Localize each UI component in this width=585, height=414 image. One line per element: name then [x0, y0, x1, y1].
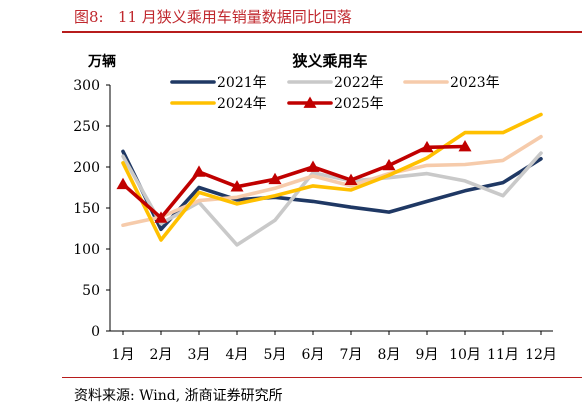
legend-label: 2023年 — [450, 75, 500, 91]
x-tick-label: 1月 — [112, 347, 135, 363]
series-line-2024 — [121, 112, 543, 242]
y-axis-unit-label: 万辆 — [87, 53, 116, 70]
data-point-marker — [344, 173, 358, 185]
chart-title: 狭义乘用车 — [291, 52, 367, 70]
series-lines — [121, 112, 543, 247]
y-tick-label: 300 — [73, 78, 100, 94]
legend-label: 2025年 — [334, 96, 384, 112]
x-tick-label: 5月 — [264, 347, 287, 363]
data-point-marker — [268, 172, 282, 185]
x-tick-label: 12月 — [525, 347, 557, 363]
series-line-2025 — [121, 144, 467, 220]
title-rule — [62, 31, 582, 33]
data-point-marker — [382, 158, 396, 171]
y-tick-label: 150 — [73, 201, 100, 217]
data-point-marker — [116, 177, 130, 190]
axes: 0 50 100 150 200 250 300 1月 2月 3月 4月 5月 6月 7月 8月 9月 10月 1… — [73, 78, 557, 363]
legend-label: 2024年 — [217, 96, 267, 112]
legend-label: 2021年 — [217, 75, 267, 91]
y-tick-label: 200 — [73, 160, 100, 176]
x-tick-label: 9月 — [416, 347, 439, 363]
x-tick-label: 4月 — [226, 347, 249, 363]
series-line-2021 — [121, 149, 543, 232]
series-markers — [116, 140, 472, 223]
source-rule — [62, 377, 582, 378]
y-tick-label: 100 — [73, 242, 100, 258]
data-point-marker — [420, 140, 434, 153]
source-note: 资料来源: Wind, 浙商证券研究所 — [74, 388, 283, 404]
x-tick-label: 3月 — [188, 347, 211, 363]
y-tick-label: 250 — [73, 119, 100, 135]
x-tick-label: 6月 — [302, 347, 325, 363]
x-tick-label: 8月 — [378, 347, 401, 363]
x-tick-label: 2月 — [150, 347, 173, 363]
figure-title: 图8: 11 月狭义乘用车销量数据同比回落 — [74, 8, 352, 26]
legend-marker — [303, 96, 317, 108]
data-point-marker — [230, 180, 244, 192]
y-tick-label: 0 — [91, 324, 100, 340]
data-point-marker — [306, 160, 320, 172]
data-point-marker — [458, 140, 472, 152]
data-point-marker — [154, 211, 168, 223]
x-tick-label: 11月 — [487, 347, 519, 363]
legend-label: 2022年 — [334, 75, 384, 91]
data-point-marker — [192, 165, 206, 177]
series-line-2022 — [121, 151, 543, 247]
x-tick-label: 7月 — [340, 347, 363, 363]
series-line-2023 — [121, 134, 543, 227]
legend: 2021年 2022年 2023年 2024年 2025年 — [170, 75, 500, 112]
y-tick-label: 50 — [82, 283, 100, 299]
x-tick-label: 10月 — [449, 347, 481, 363]
